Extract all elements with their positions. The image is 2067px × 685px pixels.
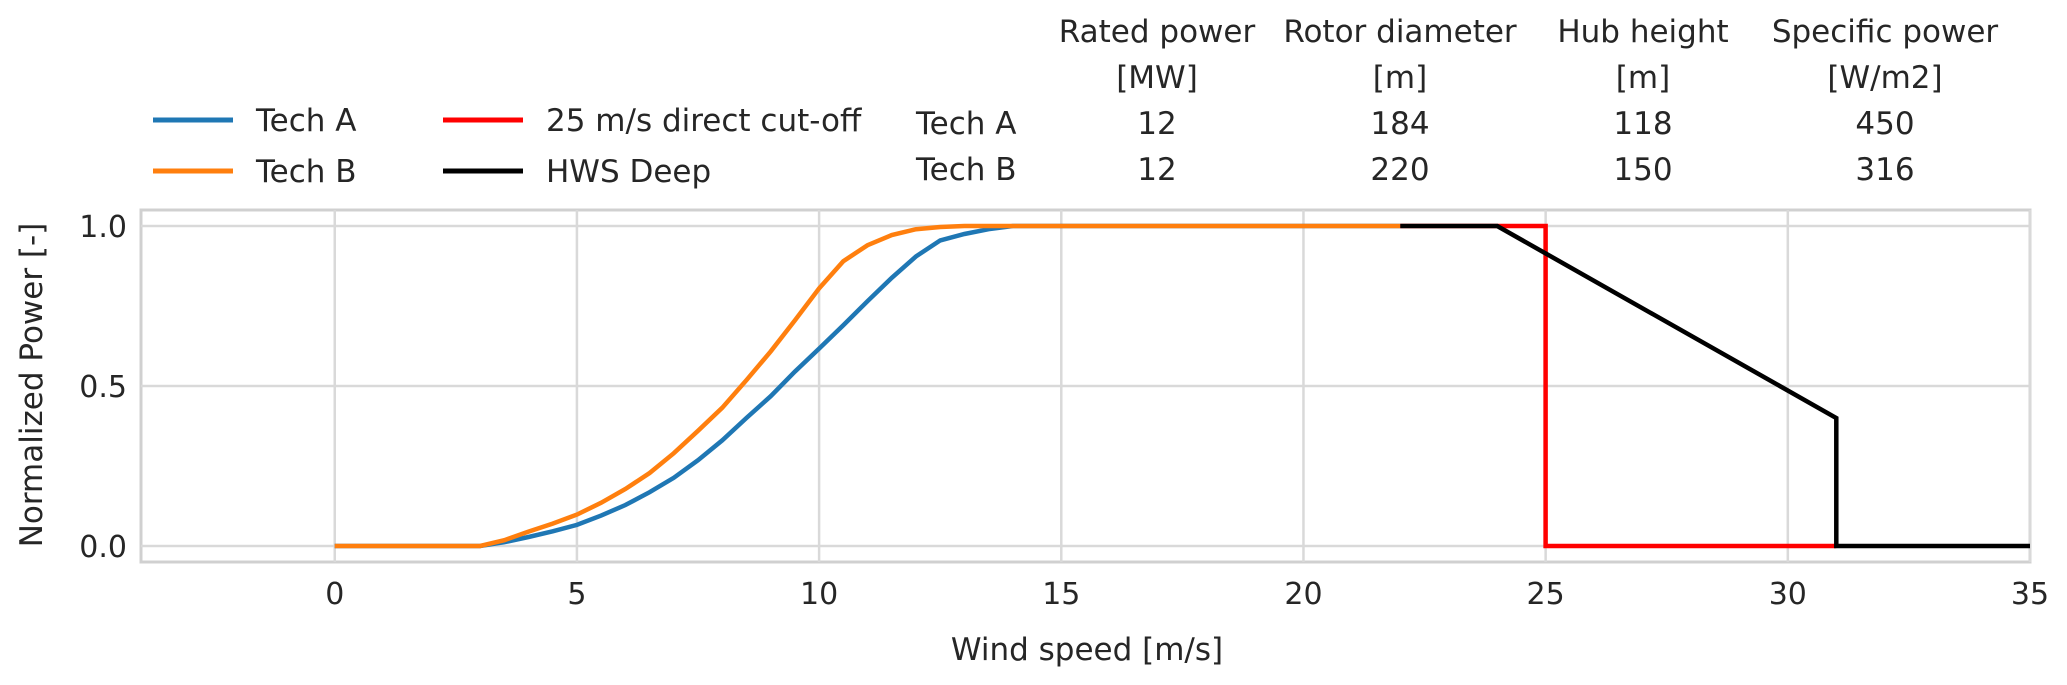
x-tick-label: 30 bbox=[1769, 577, 1807, 612]
series-line-tech-b bbox=[334, 223, 1401, 549]
table-cell: 220 bbox=[1370, 152, 1429, 188]
y-tick-label: 0.0 bbox=[79, 530, 127, 565]
table-column-header: Rotor diameter bbox=[1283, 14, 1517, 50]
table-row-label: Tech A bbox=[915, 106, 1017, 142]
x-tick-label: 5 bbox=[567, 577, 586, 612]
table-column-unit: [MW] bbox=[1116, 60, 1198, 96]
table-cell: 184 bbox=[1370, 106, 1429, 142]
y-tick-label: 0.5 bbox=[79, 370, 127, 405]
x-tick-label: 15 bbox=[1042, 577, 1080, 612]
table-column-unit: [m] bbox=[1373, 60, 1427, 96]
series-line-hws-deep bbox=[1400, 223, 2030, 549]
table-cell: 118 bbox=[1613, 106, 1672, 142]
table-cell: 450 bbox=[1855, 106, 1914, 142]
table-column-header: Hub height bbox=[1557, 14, 1728, 50]
x-tick-label: 20 bbox=[1284, 577, 1322, 612]
y-axis-label: Normalized Power [-] bbox=[14, 223, 50, 548]
table-cell: 316 bbox=[1855, 152, 1914, 188]
tick-labels: 0 5 10 15 20 25 30 35 0.0 0.5 1.0 bbox=[79, 210, 2049, 612]
x-tick-label: 35 bbox=[2011, 577, 2049, 612]
specs-table: Rated power [MW] Rotor diameter [m] Hub heig… bbox=[915, 14, 1998, 188]
table-column-header: Rated power bbox=[1059, 14, 1256, 50]
legend-label: HWS Deep bbox=[546, 154, 711, 190]
legend: Tech A Tech B 25 m/s direct cut-off HWS Dee… bbox=[153, 103, 862, 190]
y-tick-label: 1.0 bbox=[79, 210, 127, 245]
legend-label: Tech A bbox=[255, 103, 357, 139]
table-row-label: Tech B bbox=[915, 152, 1017, 188]
x-tick-label: 0 bbox=[325, 577, 344, 612]
series-lines bbox=[334, 223, 2030, 549]
legend-label: Tech B bbox=[255, 154, 357, 190]
x-tick-label: 10 bbox=[800, 577, 838, 612]
table-cell: 12 bbox=[1137, 106, 1176, 142]
table-cell: 12 bbox=[1137, 152, 1176, 188]
table-column-unit: [m] bbox=[1616, 60, 1670, 96]
series-line-tech-a bbox=[334, 223, 1401, 549]
x-tick-label: 25 bbox=[1527, 577, 1565, 612]
table-column-header: Specific power bbox=[1772, 14, 1999, 50]
table-column-unit: [W/m2] bbox=[1827, 60, 1942, 96]
table-cell: 150 bbox=[1613, 152, 1672, 188]
legend-label: 25 m/s direct cut-off bbox=[546, 103, 862, 139]
x-axis-label: Wind speed [m/s] bbox=[951, 632, 1223, 668]
